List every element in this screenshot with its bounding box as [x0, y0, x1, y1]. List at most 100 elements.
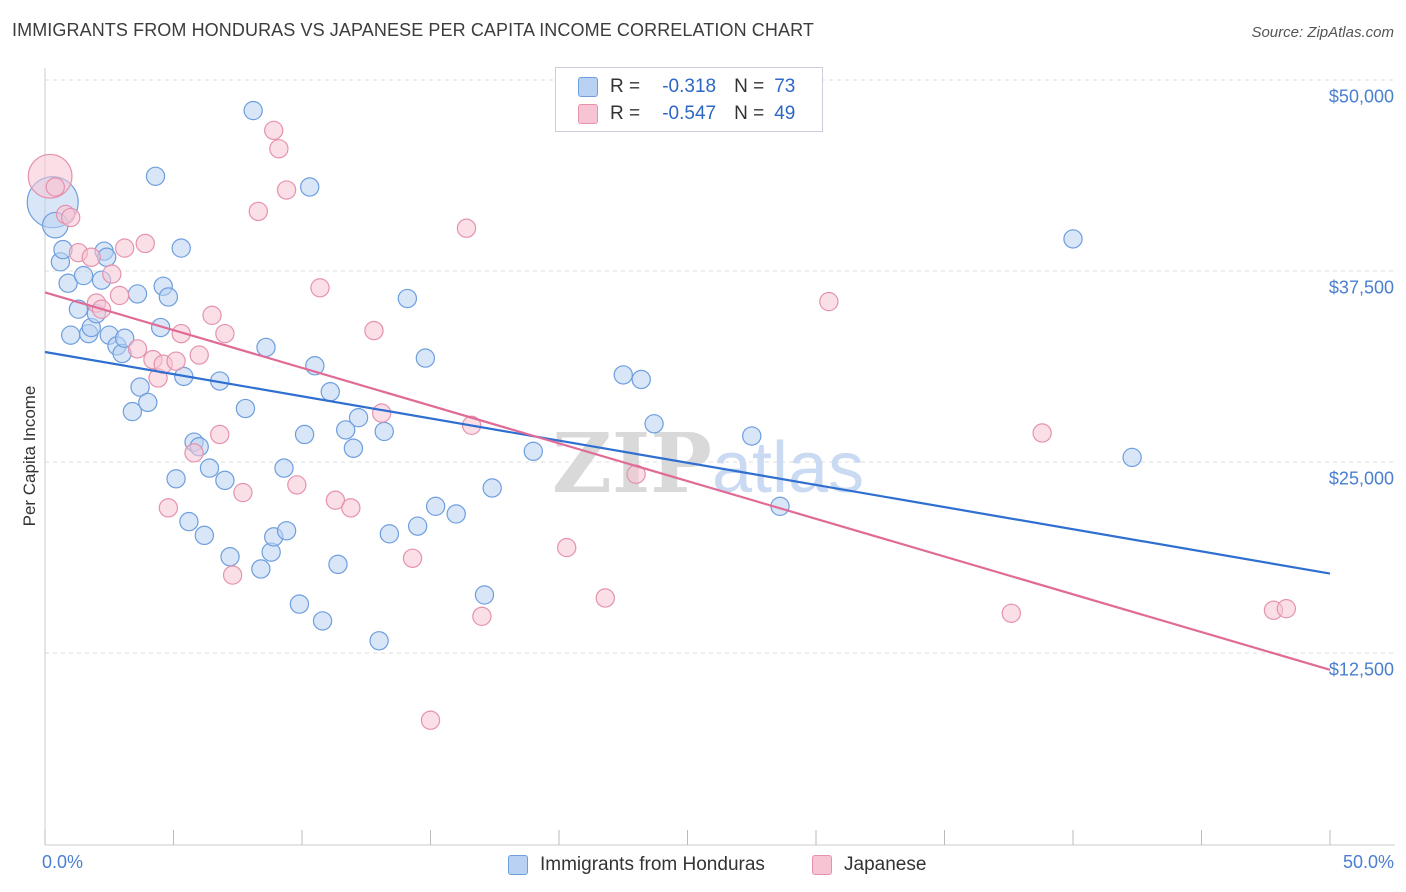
honduras-point [130, 377, 150, 397]
honduras-point [194, 525, 215, 546]
honduras-point [145, 166, 166, 186]
japanese-point [61, 207, 81, 228]
japanese-point [264, 120, 284, 141]
honduras-point [243, 100, 263, 121]
bottom-legend-label: Immigrants from Honduras [540, 854, 765, 875]
correlation-legend: R = -0.318 N = 73 R = -0.547 N = 49 [555, 67, 823, 132]
honduras-point [328, 554, 348, 575]
honduras-point [171, 238, 191, 258]
y-axis-label: Per Capita Income [20, 385, 39, 527]
japanese-point [210, 424, 230, 445]
japanese-point [402, 548, 423, 568]
japanese-point [127, 339, 148, 359]
japanese-point [472, 606, 492, 627]
legend-n-value: 49 [774, 103, 796, 124]
legend-n-label: N = [734, 103, 765, 124]
honduras-point [482, 478, 502, 498]
honduras-point [215, 470, 235, 491]
honduras-point [320, 382, 340, 402]
honduras-point [474, 585, 495, 605]
legend-n-value: 73 [774, 76, 796, 97]
honduras-point [256, 337, 276, 358]
bottom-legend-japanese: Japanese [812, 852, 926, 878]
honduras-point [300, 177, 320, 197]
y-tick-label: $25,000 [1328, 468, 1394, 489]
honduras-point [523, 441, 543, 461]
honduras-point [613, 365, 633, 385]
watermark: ZIP atlas [552, 416, 864, 512]
japanese-point [114, 238, 135, 258]
japanese-point [202, 305, 222, 326]
honduras-point [127, 284, 148, 304]
bottom-legend-swatch-pink [812, 855, 832, 875]
japanese-point [371, 403, 392, 423]
japanese-point [325, 490, 346, 510]
japanese-trend-line [44, 291, 1331, 671]
japanese-point [184, 443, 204, 463]
honduras-point [158, 287, 179, 307]
honduras-point [73, 265, 94, 286]
chart-title: IMMIGRANTS FROM HONDURAS VS JAPANESE PER… [12, 20, 814, 40]
japanese-point [1001, 603, 1022, 623]
honduras-point [446, 504, 466, 524]
honduras-point [276, 521, 297, 541]
japanese-point [276, 180, 297, 200]
japanese-point [269, 139, 289, 159]
honduras-point [425, 496, 446, 517]
honduras-point [61, 325, 81, 345]
honduras-point [742, 426, 762, 446]
x-tick-label: 0.0% [42, 852, 84, 872]
japanese-point [215, 323, 235, 344]
honduras-point [220, 547, 240, 567]
japanese-point [248, 201, 269, 222]
japanese-point [45, 177, 65, 197]
bottom-legend-label: Japanese [844, 854, 927, 875]
honduras-point [138, 392, 158, 413]
y-tick-label: $50,000 [1328, 86, 1394, 107]
legend-row-japanese: R = -0.547 N = 49 [578, 102, 795, 126]
japanese-point [171, 323, 191, 344]
japanese-point [1032, 423, 1052, 443]
japanese-point [222, 565, 243, 585]
japanese-point [456, 218, 477, 238]
honduras-point [335, 420, 356, 440]
japanese-point [310, 278, 330, 298]
japanese-point [420, 710, 441, 730]
honduras-point [631, 369, 651, 390]
japanese-point [166, 351, 186, 371]
honduras-point [1122, 447, 1142, 468]
source-label: Source: ZipAtlas.com [1251, 24, 1394, 41]
honduras-point [114, 328, 135, 348]
honduras-point [397, 288, 418, 309]
honduras-point [407, 516, 428, 536]
x-tick-label: 50.0% [1342, 852, 1394, 872]
japanese-point [287, 475, 307, 495]
honduras-point [289, 594, 310, 614]
legend-r-label: R = [610, 76, 641, 97]
japanese-point [364, 320, 384, 341]
y-tick-label: $37,500 [1328, 277, 1394, 298]
honduras-point [166, 469, 186, 489]
legend-r-value: -0.547 [662, 103, 717, 124]
honduras-point [58, 273, 78, 293]
legend-n-label: N = [734, 76, 765, 97]
honduras-point [274, 458, 294, 478]
honduras-point [644, 414, 664, 434]
japanese-point [595, 588, 615, 608]
japanese-point [189, 345, 209, 365]
japanese-point [135, 233, 155, 254]
grid-lines [45, 79, 1395, 654]
honduras-point [312, 611, 333, 631]
legend-row-honduras: R = -0.318 N = 73 [578, 75, 795, 99]
honduras-point [1063, 229, 1083, 249]
honduras-point [348, 407, 369, 428]
honduras-point [251, 559, 271, 579]
honduras-point [379, 524, 400, 544]
japanese-point [102, 264, 122, 284]
japanese-point [1276, 598, 1297, 619]
bottom-legend-honduras: Immigrants from Honduras [508, 852, 765, 878]
legend-swatch-pink [578, 104, 598, 124]
japanese-point [109, 285, 130, 306]
honduras-point [199, 458, 220, 478]
